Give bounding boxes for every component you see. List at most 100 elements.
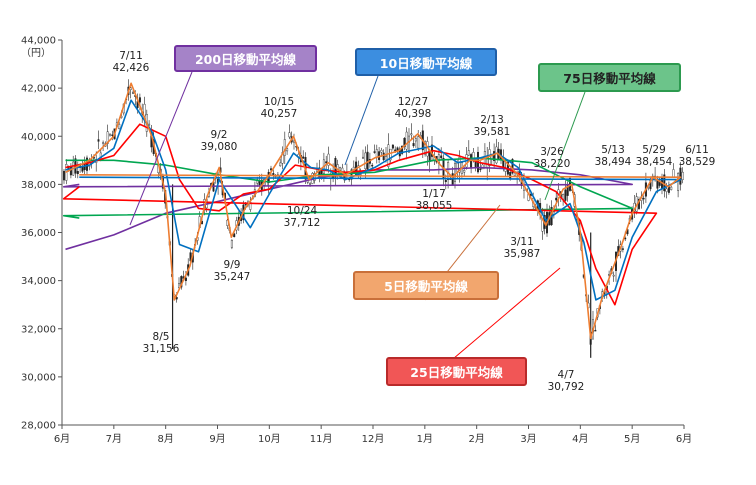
label-5day-ma: 5日移動平均線 [353,271,499,300]
candle-body [679,167,682,185]
x-tick-label: 7月 [106,433,122,445]
leader-line [129,71,193,226]
candle-body [230,239,233,248]
candle-body [414,138,417,142]
candle-body [313,173,316,181]
candle-body [283,139,286,156]
annotation-date: 3/11 [510,236,534,248]
candle-body [102,142,105,144]
annotation-value: 38,055 [416,200,453,212]
annotation-value: 40,257 [261,108,298,120]
candle-body [672,169,675,178]
x-tick-label: 6月 [54,433,70,445]
label-75day-ma: 75日移動平均線 [538,63,681,92]
candle-body [456,162,459,172]
x-tick-label: 10月 [258,433,281,445]
chart-axes: 28,000 30,000 32,000 34,000 36,000 38,000 40,0… [21,36,692,446]
candle-body [327,153,330,166]
candle-body [594,329,597,332]
x-tick-label: 3月 [520,433,536,445]
annotation-value: 38,454 [636,156,673,168]
candle-body [458,157,461,173]
candle-body [364,152,367,169]
candle-body [454,163,457,182]
annotation-date: 1/17 [422,188,446,200]
candle-body [138,97,141,103]
annotation-date: 2/13 [480,114,504,126]
series-line [62,166,634,251]
candle-body [366,151,369,170]
annotation-value: 39,080 [201,141,238,153]
candle-body [555,197,558,201]
y-tick-label: 28,000 [21,421,56,432]
candle-body [479,168,482,171]
candle-body [412,143,415,147]
candle-body [495,146,498,164]
candle-body [302,156,305,159]
candle-body [272,173,275,176]
candle-body [387,144,390,167]
annotation-value: 37,712 [284,217,321,229]
candle-body [681,171,684,180]
label-75day-ma-text: 75日移動平均線 [563,71,656,86]
leader-line [439,267,561,371]
candle-body [612,274,615,277]
candle-body [184,277,187,281]
candle-body [382,152,385,161]
y-unit-label: （円） [21,47,51,59]
candle-body [108,134,111,137]
x-tick-label: 2月 [468,433,484,445]
y-tick-label: 34,000 [21,276,56,287]
x-tick-label: 5月 [624,433,640,445]
annotation-value: 30,792 [548,381,585,393]
annotation-value: 35,247 [214,271,251,283]
annotation-date: 6/11 [685,144,709,156]
y-tick-label: 40,000 [21,132,56,143]
candle-body [405,131,408,150]
candle-body [106,131,109,144]
label-5day-ma-text: 5日移動平均線 [384,279,468,294]
candle-body [440,155,443,159]
candle-body [309,183,312,185]
candle-body [279,162,282,167]
candle-body [131,92,134,95]
label-25day-ma-text: 25日移動平均線 [410,365,503,380]
candle-body [258,180,261,186]
y-tick-label: 44,000 [21,36,56,47]
candle-body [401,145,404,154]
candle-body [85,157,88,171]
candle-body [509,172,512,180]
candle-body [325,161,328,164]
label-10day-ma: 10日移動平均線 [355,48,497,76]
x-tick-label: 12月 [362,433,385,445]
series-line [65,82,682,340]
x-tick-label: 11月 [310,433,333,445]
annotation-date: 8/5 [153,331,170,343]
y-tick-label: 36,000 [21,228,56,239]
candle-body [373,151,376,153]
candle-body [63,170,66,181]
annotation-value: 40,398 [395,108,432,120]
annotation-date: 4/7 [558,369,575,381]
label-200day-ma: 200日移動平均線 [174,45,317,72]
annotation-value: 42,426 [113,62,150,74]
label-25day-ma: 25日移動平均線 [386,357,527,386]
y-tick-label: 42,000 [21,84,56,95]
label-10day-ma-text: 10日移動平均線 [379,55,473,71]
leader-line [544,91,586,201]
candle-body [286,148,289,152]
x-tick-label: 4月 [572,433,588,445]
annotation-value: 39,581 [474,126,511,138]
candle-body [97,139,100,142]
annotation-value: 38,529 [679,156,716,168]
x-tick-label: 8月 [157,433,173,445]
label-200day-ma-text: 200日移動平均線 [194,52,297,67]
candle-body [447,162,450,181]
annotation-value: 35,987 [504,248,541,260]
x-tick-label: 9月 [209,433,225,445]
candle-body [564,189,567,201]
y-tick-label: 32,000 [21,324,56,335]
annotation-date: 5/29 [642,144,666,156]
